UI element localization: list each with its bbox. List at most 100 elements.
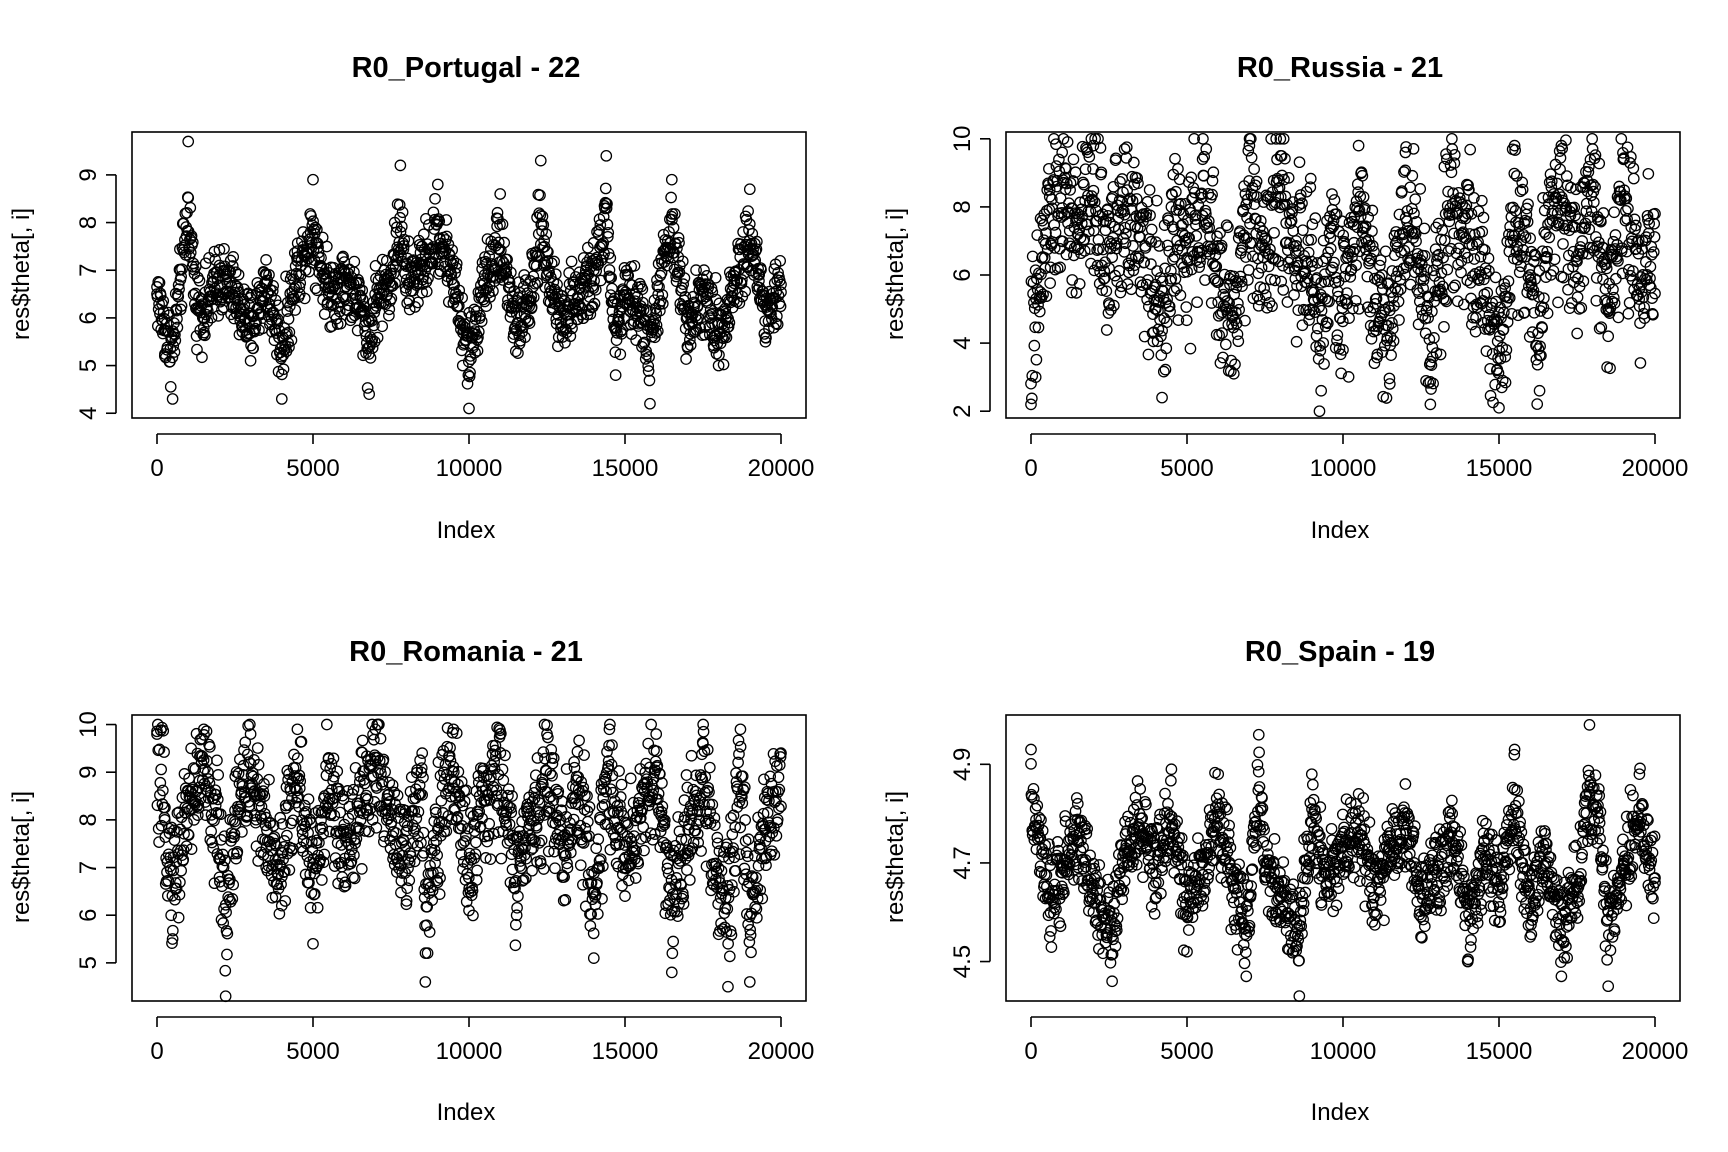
data-point — [205, 311, 218, 324]
x-tick-label: 0 — [1024, 1038, 1037, 1065]
data-point — [1361, 270, 1374, 283]
data-point — [1393, 314, 1405, 326]
data-point — [588, 297, 601, 310]
data-point — [518, 269, 531, 281]
data-point — [394, 211, 406, 224]
data-point — [1552, 296, 1564, 309]
data-point — [1508, 167, 1521, 180]
y-tick-label: 4.7 — [949, 846, 976, 879]
data-point — [1602, 330, 1615, 343]
data-point — [1586, 143, 1599, 155]
data-point — [722, 980, 734, 993]
chart-spain: R0_Spain - 19 Index res$theta[, i] 0 5000… — [882, 636, 1688, 1126]
data-point — [650, 319, 663, 332]
y-tick-label: 6 — [949, 268, 976, 281]
data-point — [591, 225, 603, 238]
data-point — [337, 250, 349, 263]
data-point — [739, 814, 752, 826]
data-point — [450, 257, 463, 270]
data-point — [494, 188, 507, 200]
data-point — [507, 331, 520, 344]
data-point — [495, 852, 508, 865]
data-point — [542, 246, 554, 258]
data-point — [169, 328, 181, 341]
data-point — [1489, 271, 1502, 284]
data-point — [212, 769, 225, 781]
data-point — [260, 254, 272, 266]
data-point — [1557, 238, 1569, 250]
x-tick-label: 0 — [150, 455, 163, 482]
data-point — [551, 278, 563, 291]
data-point — [355, 863, 368, 875]
data-point — [1608, 206, 1621, 219]
data-point — [307, 173, 319, 186]
data-point — [226, 260, 239, 272]
data-point — [440, 214, 453, 226]
data-point — [603, 264, 616, 276]
data-point — [201, 305, 214, 317]
data-point — [1184, 342, 1197, 355]
data-point — [165, 909, 178, 922]
data-point — [565, 255, 578, 268]
data-point — [1044, 277, 1056, 289]
data-point — [527, 270, 540, 283]
data-point — [395, 220, 408, 233]
data-point — [536, 210, 549, 223]
data-point — [524, 295, 536, 308]
data-point — [276, 368, 288, 381]
data-point — [587, 282, 600, 295]
data-point — [653, 281, 665, 293]
data-point — [598, 247, 610, 260]
chart-russia: R0_Russia - 21 Index res$theta[, i] 0 500… — [882, 52, 1688, 544]
data-point — [574, 859, 587, 872]
y-tick-label: 8 — [75, 813, 102, 826]
data-point — [363, 388, 376, 401]
data-point — [247, 342, 260, 355]
data-point — [1380, 392, 1393, 404]
data-point — [734, 723, 747, 736]
data-point — [1067, 153, 1080, 166]
data-point — [683, 874, 696, 886]
data-point — [538, 234, 550, 247]
x-tick-label: 20000 — [1622, 1038, 1689, 1065]
x-tick-label: 10000 — [1310, 1038, 1377, 1065]
data-point — [417, 228, 430, 241]
data-point — [512, 347, 524, 359]
data-point — [368, 319, 380, 332]
data-point — [212, 310, 225, 322]
x-axis-label: Index — [437, 1099, 496, 1126]
data-point — [221, 948, 233, 961]
data-point — [393, 199, 406, 211]
data-points — [1025, 132, 1661, 418]
data-point — [1625, 151, 1637, 163]
data-point — [289, 304, 302, 316]
data-point — [509, 918, 522, 931]
data-point — [172, 911, 185, 924]
y-tick-label: 4 — [949, 336, 976, 349]
data-point — [1100, 324, 1113, 336]
data-point — [1045, 941, 1058, 953]
data-point — [645, 718, 657, 731]
data-point — [609, 346, 622, 359]
data-point — [743, 183, 756, 196]
data-point — [236, 826, 248, 838]
data-point — [667, 935, 680, 948]
data-point — [616, 879, 628, 892]
data-point — [496, 218, 509, 231]
data-point — [453, 284, 466, 297]
data-point — [1480, 345, 1493, 357]
data-point — [1322, 246, 1335, 259]
y-tick-label: 4.5 — [949, 945, 976, 978]
data-point — [638, 336, 651, 349]
data-point — [1025, 398, 1037, 411]
data-point — [415, 264, 428, 277]
data-point — [1406, 169, 1419, 182]
data-point — [166, 393, 179, 405]
data-point — [462, 369, 475, 381]
data-point — [624, 772, 637, 785]
data-point — [175, 300, 188, 312]
data-point — [311, 284, 324, 297]
data-point — [307, 937, 319, 950]
data-point — [644, 397, 656, 410]
x-tick-label: 20000 — [748, 455, 815, 482]
